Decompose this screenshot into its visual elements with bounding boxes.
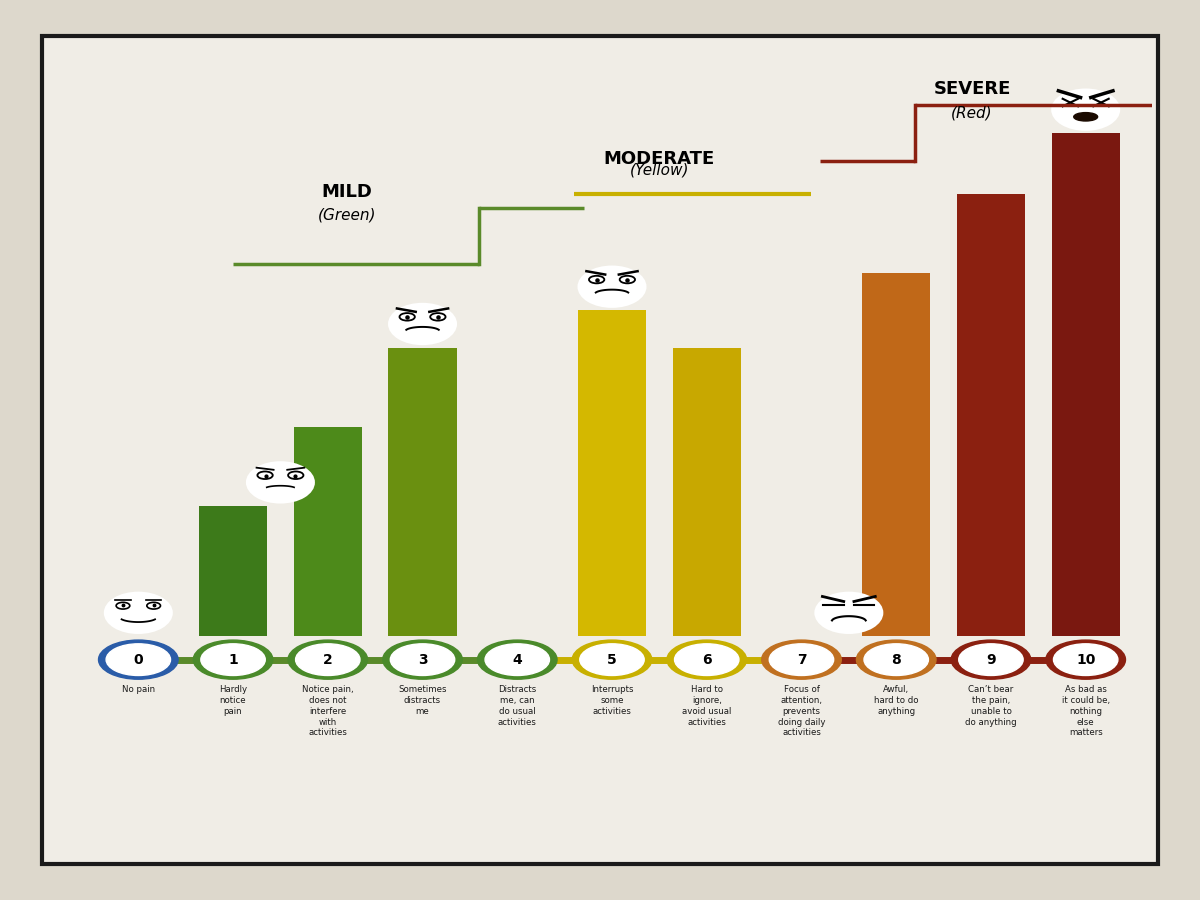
- Text: Awful,
hard to do
anything: Awful, hard to do anything: [874, 685, 918, 716]
- Circle shape: [762, 640, 841, 680]
- Bar: [956, 194, 1025, 636]
- Circle shape: [619, 275, 635, 284]
- Bar: [294, 427, 362, 636]
- Text: Focus of
attention,
prevents
doing daily
activities: Focus of attention, prevents doing daily…: [778, 685, 826, 737]
- Text: Hard to
ignore,
avoid usual
activities: Hard to ignore, avoid usual activities: [682, 685, 732, 726]
- Circle shape: [116, 602, 130, 609]
- Text: Distracts
me, can
do usual
activities: Distracts me, can do usual activities: [498, 685, 536, 726]
- Text: 5: 5: [607, 652, 617, 667]
- Ellipse shape: [816, 593, 882, 633]
- Circle shape: [1054, 644, 1118, 676]
- Circle shape: [400, 313, 415, 320]
- Circle shape: [193, 640, 272, 680]
- Text: (Yellow): (Yellow): [630, 163, 689, 177]
- Text: 2: 2: [323, 652, 332, 667]
- Circle shape: [857, 640, 936, 680]
- Text: 9: 9: [986, 652, 996, 667]
- Text: Hardly
notice
pain: Hardly notice pain: [218, 685, 247, 716]
- Circle shape: [589, 275, 605, 284]
- Text: Sometimes
distracts
me: Sometimes distracts me: [398, 685, 446, 716]
- Text: SEVERE: SEVERE: [934, 80, 1010, 98]
- Circle shape: [295, 644, 360, 676]
- Circle shape: [258, 472, 272, 479]
- Circle shape: [200, 644, 265, 676]
- Circle shape: [288, 640, 367, 680]
- Circle shape: [431, 313, 445, 320]
- Ellipse shape: [1074, 112, 1098, 121]
- Text: 0: 0: [133, 652, 143, 667]
- Bar: [1051, 133, 1120, 636]
- Bar: [199, 506, 268, 636]
- Circle shape: [478, 640, 557, 680]
- Circle shape: [383, 640, 462, 680]
- Ellipse shape: [106, 593, 172, 633]
- Ellipse shape: [578, 266, 646, 307]
- Circle shape: [580, 644, 644, 676]
- Circle shape: [485, 644, 550, 676]
- Circle shape: [667, 640, 746, 680]
- Circle shape: [572, 640, 652, 680]
- Circle shape: [864, 644, 929, 676]
- Circle shape: [959, 644, 1024, 676]
- Circle shape: [769, 644, 834, 676]
- Text: Interrupts
some
activities: Interrupts some activities: [590, 685, 634, 716]
- Text: (Green): (Green): [318, 208, 376, 222]
- Text: 1: 1: [228, 652, 238, 667]
- Ellipse shape: [1052, 90, 1118, 130]
- Circle shape: [106, 644, 170, 676]
- Text: 6: 6: [702, 652, 712, 667]
- Text: Notice pain,
does not
interfere
with
activities: Notice pain, does not interfere with act…: [302, 685, 354, 737]
- Text: 4: 4: [512, 652, 522, 667]
- Text: MILD: MILD: [322, 183, 372, 201]
- Text: 7: 7: [797, 652, 806, 667]
- Circle shape: [98, 640, 178, 680]
- Bar: [862, 273, 930, 636]
- Text: No pain: No pain: [121, 685, 155, 694]
- Circle shape: [674, 644, 739, 676]
- Bar: [389, 347, 457, 636]
- Text: 8: 8: [892, 652, 901, 667]
- Circle shape: [146, 602, 161, 609]
- Ellipse shape: [247, 463, 313, 502]
- Circle shape: [952, 640, 1031, 680]
- Bar: [578, 310, 646, 636]
- Circle shape: [1046, 640, 1126, 680]
- Circle shape: [288, 472, 304, 479]
- Text: (Red): (Red): [952, 105, 992, 121]
- Text: MODERATE: MODERATE: [604, 150, 715, 168]
- Text: 10: 10: [1076, 652, 1096, 667]
- Text: As bad as
it could be,
nothing
else
matters: As bad as it could be, nothing else matt…: [1062, 685, 1110, 737]
- Text: Can’t bear
the pain,
unable to
do anything: Can’t bear the pain, unable to do anythi…: [965, 685, 1016, 726]
- Bar: [673, 347, 740, 636]
- Text: 3: 3: [418, 652, 427, 667]
- Circle shape: [390, 644, 455, 676]
- Ellipse shape: [389, 304, 456, 344]
